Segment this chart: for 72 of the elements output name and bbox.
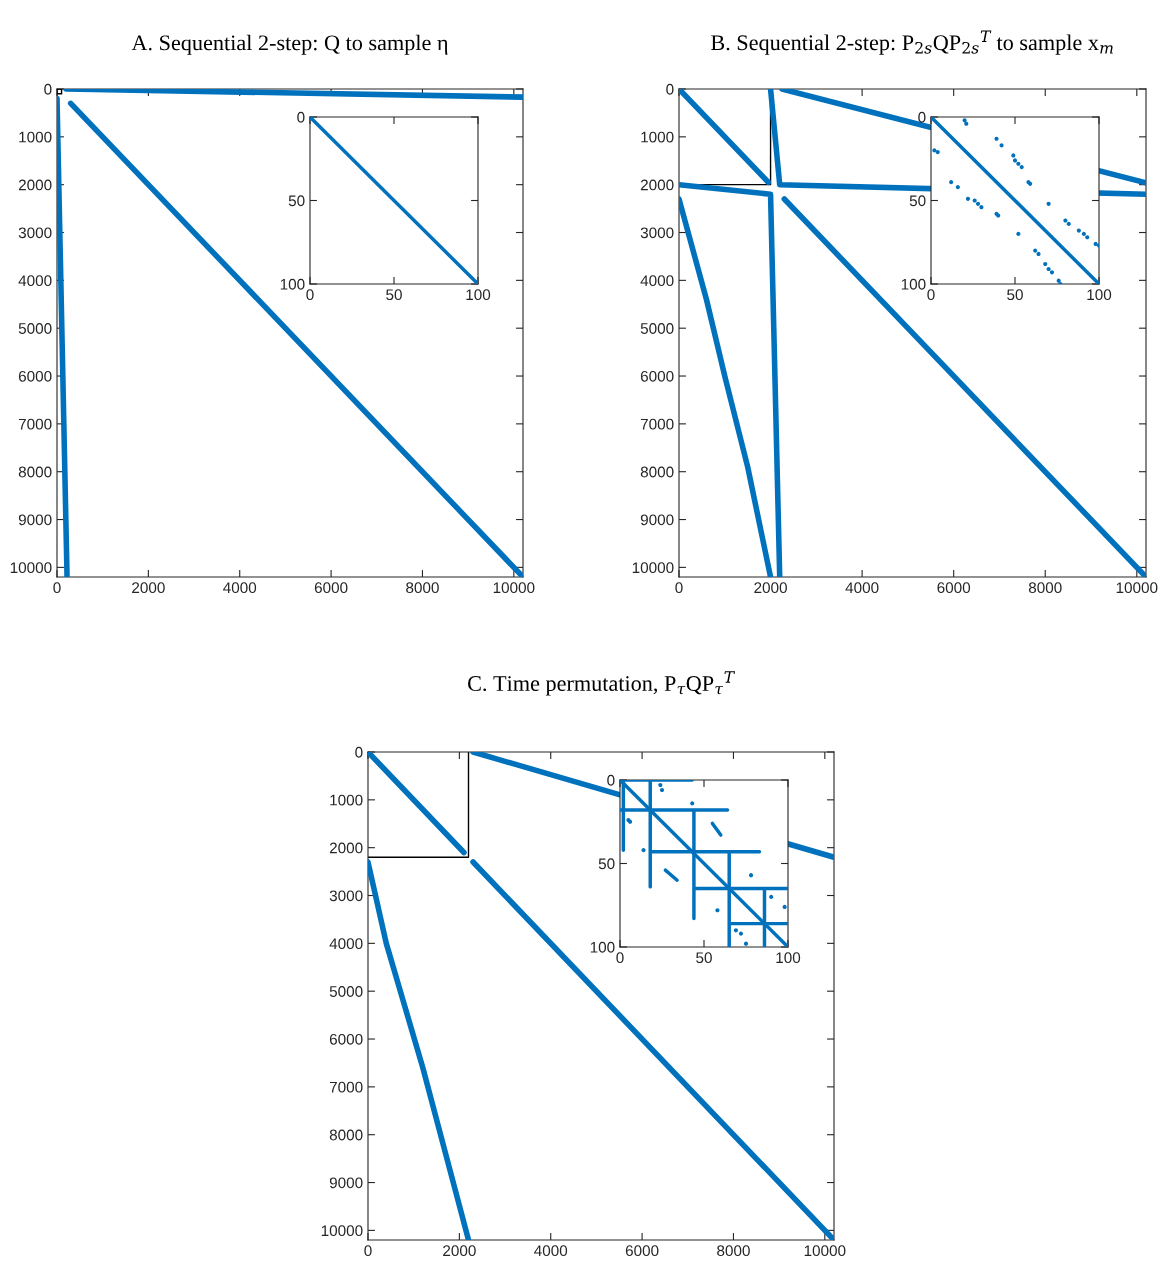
y-tick-label: 2000 (18, 179, 52, 191)
x-tick-label: 8000 (717, 1245, 750, 1257)
y-tick-label: 0 (918, 111, 926, 123)
x-tick-label: 2000 (443, 1245, 476, 1257)
x-tick-label: 50 (386, 289, 402, 301)
x-tick-label: 4000 (534, 1245, 568, 1257)
y-tick-label: 10000 (10, 562, 52, 574)
y-tick-label: 100 (590, 941, 615, 953)
y-tick-label: 50 (598, 858, 615, 870)
chart-title: C. Time permutation, P$_{τ}$QP$_{τ}$$^{T}$ (468, 671, 736, 696)
y-tick-label: 7000 (329, 1081, 363, 1093)
x-tick-label: 0 (306, 289, 314, 301)
y-tick-label: 8000 (329, 1129, 363, 1141)
x-tick-label: 0 (675, 582, 683, 594)
y-tick-label: 1000 (641, 131, 674, 143)
y-tick-label: 100 (901, 278, 926, 290)
x-tick-label: 10000 (1116, 582, 1158, 594)
x-tick-label: 8000 (1028, 582, 1062, 594)
y-tick-label: 3000 (640, 227, 674, 239)
y-tick-label: 0 (666, 83, 674, 95)
x-tick-label: 50 (696, 952, 712, 964)
y-tick-label: 6000 (329, 1033, 363, 1045)
y-tick-label: 6000 (640, 370, 674, 382)
y-tick-label: 7000 (18, 418, 52, 430)
x-tick-label: 0 (364, 1245, 372, 1257)
y-tick-label: 9000 (329, 1177, 363, 1189)
y-tick-label: 10000 (321, 1225, 363, 1237)
x-tick-label: 100 (776, 952, 801, 964)
y-tick-label: 7000 (640, 418, 674, 430)
x-tick-label: 50 (1007, 289, 1023, 301)
y-tick-label: 6000 (18, 370, 52, 382)
y-tick-label: 5000 (329, 986, 363, 997)
y-tick-label: 3000 (18, 227, 52, 239)
y-tick-label: 3000 (329, 890, 363, 902)
y-tick-label: 2000 (640, 179, 674, 191)
x-tick-label: 4000 (223, 582, 257, 594)
y-tick-label: 1000 (19, 131, 52, 143)
y-tick-label: 0 (44, 83, 52, 95)
y-tick-label: 0 (355, 746, 363, 758)
x-tick-label: 100 (1087, 289, 1112, 301)
x-tick-label: 10000 (493, 582, 535, 594)
y-tick-label: 50 (288, 195, 305, 207)
y-tick-label: 1000 (330, 794, 363, 806)
x-tick-label: 8000 (406, 582, 439, 594)
y-tick-label: 50 (909, 195, 926, 207)
y-tick-label: 100 (280, 278, 305, 290)
chart-title: A. Sequential 2-step: Q to sample η (131, 34, 448, 55)
y-tick-label: 5000 (18, 323, 52, 334)
x-tick-label: 4000 (845, 582, 879, 594)
x-tick-label: 0 (927, 289, 935, 301)
y-tick-label: 9000 (18, 514, 52, 526)
y-tick-label: 10000 (632, 562, 674, 574)
x-tick-label: 2000 (754, 582, 787, 594)
x-tick-label: 6000 (937, 582, 971, 594)
chart-title: B. Sequential 2-step: P$_{2s}$QP$_{2s}$$^{T}$ to sample x$_{m}$ (711, 30, 1113, 55)
x-tick-label: 100 (466, 289, 491, 301)
y-tick-label: 0 (297, 111, 305, 123)
x-tick-label: 6000 (314, 582, 348, 594)
x-tick-label: 6000 (625, 1245, 659, 1257)
y-tick-label: 4000 (640, 275, 674, 287)
y-tick-label: 4000 (18, 275, 52, 287)
y-tick-label: 4000 (329, 938, 363, 950)
y-tick-label: 9000 (640, 514, 674, 526)
x-tick-label: 2000 (132, 582, 165, 594)
x-tick-label: 0 (616, 952, 624, 964)
y-tick-label: 0 (607, 774, 615, 786)
y-tick-label: 5000 (640, 323, 674, 334)
y-tick-label: 2000 (329, 842, 363, 854)
y-tick-label: 8000 (18, 466, 52, 478)
x-tick-label: 10000 (804, 1245, 846, 1257)
x-tick-label: 0 (53, 582, 61, 594)
y-tick-label: 8000 (640, 466, 674, 478)
